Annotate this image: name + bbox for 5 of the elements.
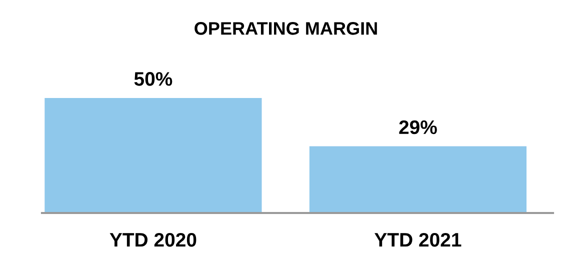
chart-title: OPERATING MARGIN [194,22,377,35]
x-tick-label: YTD 2020 [110,232,196,247]
data-label: 29% [399,120,437,134]
data-label: 50% [134,72,172,86]
x-tick-label: YTD 2021 [374,232,462,247]
